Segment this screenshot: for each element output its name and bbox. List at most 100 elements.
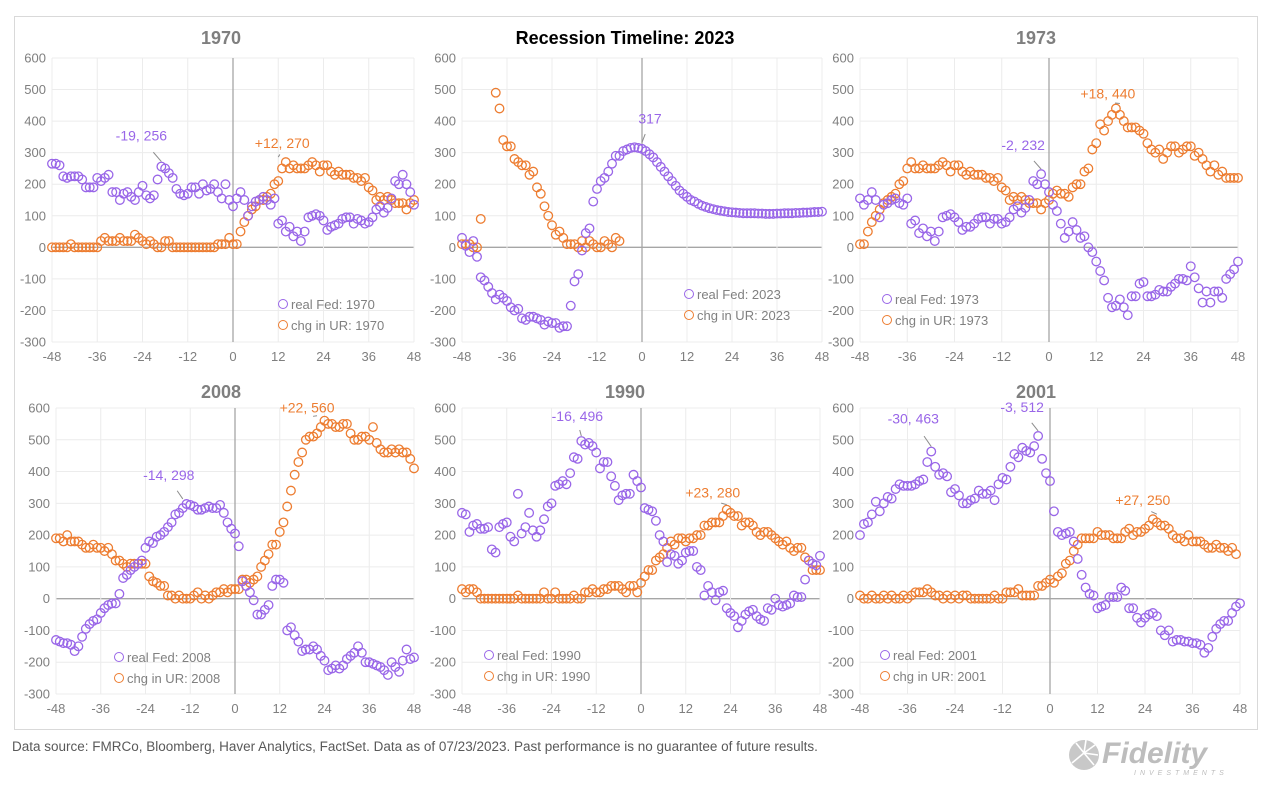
x-tick-label: -12 (588, 349, 607, 364)
data-point (122, 236, 133, 246)
data-point (494, 593, 505, 604)
annotation-leader (277, 154, 281, 158)
data-point (1108, 592, 1119, 603)
data-point (524, 507, 535, 518)
data-point (356, 647, 367, 658)
data-point (650, 515, 661, 526)
data-point (224, 232, 235, 243)
data-point (969, 493, 980, 504)
data-point (490, 87, 501, 98)
annotation-leader (152, 151, 162, 162)
data-point (554, 593, 564, 604)
data-point (148, 190, 159, 201)
data-point (539, 201, 550, 212)
data-point (1114, 294, 1125, 305)
data-point (1100, 600, 1111, 610)
data-point (706, 517, 717, 528)
data-point (1112, 533, 1123, 544)
data-point (209, 179, 220, 190)
data-point (159, 581, 170, 591)
data-point (1104, 592, 1115, 603)
y-tick-label: -300 (828, 335, 854, 350)
data-point (341, 212, 352, 223)
data-point (921, 163, 932, 174)
data-point (624, 488, 635, 499)
legend-item-chg-ur: chg in UR: 1990 (484, 666, 590, 687)
data-point (591, 447, 602, 458)
data-point (862, 226, 873, 237)
data-point (817, 206, 827, 217)
y-tick-label: 100 (434, 208, 456, 223)
data-point (906, 157, 917, 168)
y-tick-label: -200 (828, 303, 854, 318)
data-point (546, 498, 557, 509)
data-point (1233, 256, 1243, 267)
data-point (248, 595, 259, 606)
annotation-label: -30, 463 (888, 411, 940, 427)
data-point (318, 215, 329, 226)
data-point (179, 242, 189, 253)
data-point (84, 242, 95, 253)
x-tick-label: 48 (1233, 701, 1247, 716)
data-point (730, 207, 741, 218)
x-tick-label: 12 (1090, 701, 1104, 716)
x-tick-label: 48 (815, 349, 829, 364)
data-point (528, 166, 539, 177)
data-point (1033, 431, 1044, 441)
x-tick-label: 36 (1185, 701, 1199, 716)
data-point (862, 195, 873, 205)
y-tick-label: -100 (430, 271, 456, 286)
data-point (155, 581, 166, 591)
data-point (1130, 291, 1141, 302)
x-tick-label: 12 (679, 701, 693, 716)
annotation-label: +22, 560 (280, 400, 335, 416)
annotation-leader (1031, 422, 1039, 432)
data-point (231, 239, 242, 250)
data-point (886, 493, 897, 504)
y-tick-label: 200 (24, 177, 46, 192)
x-tick-label: 24 (1138, 701, 1152, 716)
data-point (1001, 474, 1012, 485)
annotation-label: +23, 280 (685, 485, 740, 501)
x-tick-label: 24 (725, 349, 739, 364)
data-point (977, 212, 988, 223)
data-point (460, 509, 471, 520)
series-real_fed (51, 499, 419, 680)
data-point (592, 184, 602, 194)
data-point (710, 595, 721, 606)
data-point (1166, 141, 1177, 152)
y-tick-label: 0 (847, 591, 854, 606)
legend-label: chg in UR: 1970 (291, 318, 385, 333)
data-point (299, 226, 310, 237)
y-tick-label: 100 (832, 208, 854, 223)
data-point (993, 479, 1004, 490)
data-point (910, 587, 921, 598)
legend-item-real-fed: real Fed: 2001 (880, 645, 986, 666)
circle-marker-icon (880, 650, 890, 660)
data-point (58, 638, 69, 649)
y-tick-label: 300 (832, 145, 854, 160)
data-point (118, 236, 129, 246)
data-point (516, 528, 527, 539)
data-point (558, 321, 569, 332)
circle-marker-icon (684, 289, 694, 299)
data-point (662, 557, 673, 568)
data-point (643, 565, 654, 576)
data-point (293, 457, 304, 467)
data-point (745, 208, 756, 219)
data-point (167, 172, 178, 183)
y-tick-label: 0 (847, 240, 854, 255)
plot-2001: -300 -200 -100 0 100 200 300 400 500 600 -48 -36 -24… (828, 399, 1247, 716)
panel-2001: 2001 -300 -200 -100 0 100 200 300 400 500 600 -48-… (826, 382, 1247, 727)
data-point (171, 242, 182, 253)
x-tick-label: -48 (453, 701, 472, 716)
data-point (1110, 103, 1121, 114)
x-tick-label: -48 (453, 349, 472, 364)
data-point (175, 242, 186, 253)
data-point (1051, 206, 1062, 216)
x-tick-label: 48 (1231, 349, 1245, 364)
data-point (233, 541, 244, 552)
data-point (1207, 631, 1218, 642)
data-point (512, 488, 523, 499)
data-point (902, 193, 913, 204)
